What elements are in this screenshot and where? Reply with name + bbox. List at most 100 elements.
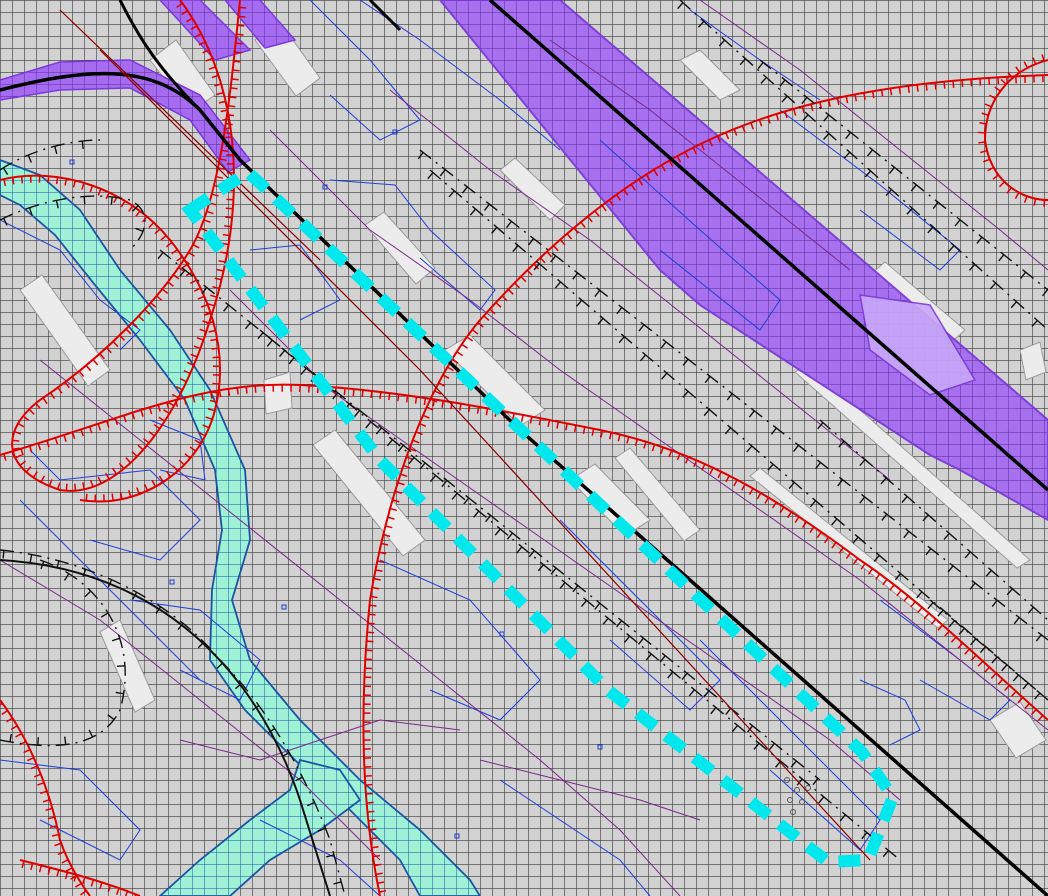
- hachure-tick: [178, 459, 185, 466]
- hachure-tick: [40, 475, 46, 483]
- hachure-tick: [11, 451, 16, 459]
- hachure-tick: [64, 872, 69, 880]
- hachure-tick: [208, 329, 216, 333]
- hachure-tick: [37, 737, 39, 746]
- hachure-tick: [726, 393, 733, 401]
- hachure-tick: [227, 388, 231, 396]
- hachure-tick: [215, 175, 224, 179]
- hachure-tick: [201, 393, 205, 401]
- hachure-tick: [775, 113, 780, 121]
- main-rail-line: [488, 0, 1048, 492]
- hachure-tick: [757, 62, 764, 70]
- hachure-tick: [1031, 319, 1038, 327]
- hachure-tick: [573, 425, 577, 433]
- hachure-tick: [634, 438, 639, 447]
- hachure-tick: [660, 164, 666, 172]
- hachure-tick: [379, 391, 382, 400]
- hachure-tick: [985, 569, 992, 577]
- hachure-tick: [385, 525, 393, 529]
- hachure-tick: [54, 146, 58, 155]
- hachure-tick: [153, 423, 161, 430]
- hachure-tick: [231, 78, 239, 81]
- hachure-tick: [1034, 692, 1041, 700]
- hachure-tick: [371, 846, 379, 849]
- hachure-tick: [295, 776, 303, 782]
- hachure-tick: [997, 678, 1004, 685]
- hachure-tick: [979, 78, 982, 86]
- hachure-tick: [63, 434, 67, 442]
- hachure-tick: [1022, 682, 1029, 690]
- hachure-tick: [135, 227, 144, 233]
- hachure-tick: [132, 591, 138, 600]
- hachure-tick: [97, 476, 102, 484]
- hachure-tick: [42, 397, 48, 405]
- hachure-tick: [218, 260, 226, 263]
- hachure-tick: [54, 437, 59, 445]
- hachure-tick: [267, 728, 276, 734]
- hachure-tick: [998, 181, 1005, 188]
- hachure-tick: [816, 531, 822, 539]
- hachure-tick: [392, 499, 400, 503]
- hachure-tick: [485, 408, 489, 416]
- hachure-tick: [889, 584, 895, 591]
- hachure-tick: [124, 890, 129, 896]
- hachure-tick: [156, 295, 163, 302]
- hachure-tick: [978, 141, 986, 144]
- hachure-tick: [442, 374, 450, 380]
- hachure-tick: [512, 245, 519, 253]
- hachure-tick: [823, 133, 830, 140]
- hachure-tick: [741, 125, 746, 133]
- hachure-tick: [206, 210, 214, 215]
- hachure-tick: [375, 872, 383, 876]
- hachure-tick: [964, 648, 970, 655]
- hachure-tick: [653, 169, 659, 177]
- hachure-tick: [228, 104, 236, 108]
- hachure-tick: [78, 370, 85, 377]
- hachure-tick: [89, 479, 94, 488]
- hachure-tick: [183, 397, 187, 405]
- hachure-tick: [406, 456, 414, 461]
- hachure-tick: [238, 15, 246, 18]
- hachure-tick: [88, 426, 93, 434]
- hachure-tick: [896, 589, 902, 597]
- hachure-tick: [1000, 78, 1007, 85]
- hachure-tick: [477, 322, 484, 328]
- survey-markers: [69, 129, 603, 839]
- hachure-tick: [375, 569, 383, 572]
- hachure-tick: [637, 637, 644, 645]
- hachure-tick: [226, 113, 235, 117]
- hachure-tick: [688, 689, 695, 697]
- hachure-tick: [210, 338, 218, 342]
- hachure-tick: [520, 414, 524, 422]
- hachure-tick: [417, 152, 424, 160]
- hachure-tick: [377, 881, 385, 884]
- hachure-tick: [74, 483, 77, 491]
- hachure-tick: [90, 879, 95, 887]
- hachure-tick: [136, 487, 140, 495]
- hachure-tick: [817, 422, 824, 430]
- hachure-tick: [112, 340, 119, 348]
- hachure-tick: [1006, 588, 1013, 596]
- hachure-tick: [63, 573, 70, 581]
- hachure-tick: [71, 431, 76, 440]
- hachure-tick: [1017, 696, 1024, 704]
- hachure-tick: [768, 742, 775, 751]
- hachure-tick: [158, 475, 164, 483]
- hachure-tick: [244, 322, 251, 330]
- hachure-tick: [684, 151, 690, 159]
- hachure-tick: [389, 507, 398, 512]
- hachure-tick: [661, 372, 668, 380]
- hachure-tick: [976, 236, 983, 244]
- hachure-tick: [171, 249, 178, 255]
- hachure-tick: [99, 353, 106, 360]
- hachure-tick: [83, 196, 86, 205]
- hachure-tick: [222, 233, 231, 237]
- hachure-tick: [792, 444, 799, 453]
- building: [679, 49, 741, 101]
- hachure-tick: [677, 2, 684, 10]
- hachure-tick: [927, 226, 934, 234]
